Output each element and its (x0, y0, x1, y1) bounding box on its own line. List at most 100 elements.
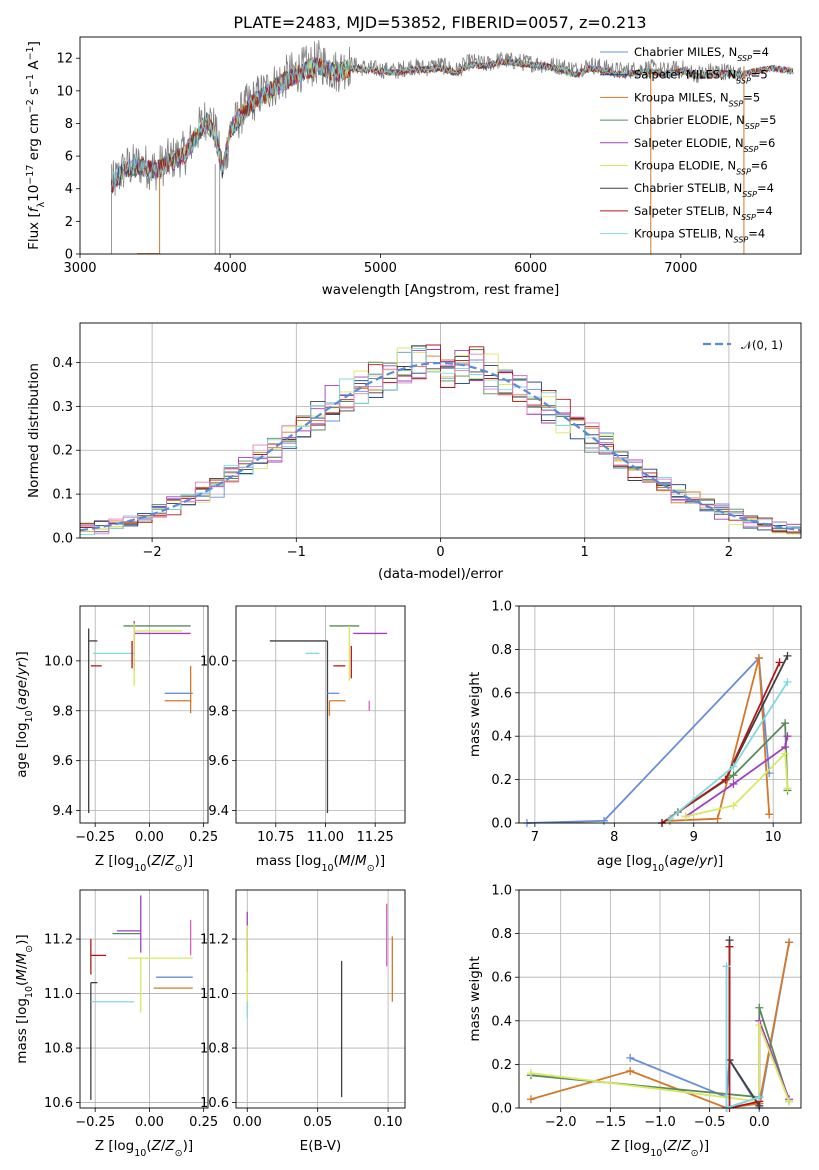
weight-marker (681, 812, 690, 821)
legend-subscript: SSP (734, 235, 749, 244)
y-tick-label: 1.0 (491, 600, 512, 615)
label-part: ⊙ (24, 945, 35, 953)
weight-marker (755, 1093, 764, 1102)
weight-line (685, 736, 789, 818)
weight-marker (729, 779, 738, 788)
weight-line (685, 751, 789, 818)
y-tick-label: 0.4 (491, 1014, 512, 1029)
legend-subscript: SSP (737, 54, 752, 63)
label-part: Flux [ (26, 212, 42, 250)
legend-text: =4 (752, 45, 769, 59)
legend-text: Chabrier STELIB, N (634, 181, 742, 195)
weight-marker (721, 775, 730, 784)
errorbars (246, 903, 393, 1098)
x-axis-label: E(B-V) (300, 1138, 342, 1154)
y-tick-label: 10.6 (44, 1096, 73, 1111)
weight-marker (785, 1097, 794, 1106)
y-tick-label: 9.8 (52, 704, 73, 719)
label-part: M (339, 853, 351, 869)
y-tick-label: 0.4 (52, 356, 73, 371)
x-tick-label: −2.0 (545, 1115, 577, 1130)
y-tick-label: 0.4 (491, 730, 512, 745)
weight-marker (725, 942, 734, 951)
x-tick-label: 9 (690, 830, 698, 845)
label-part: M (355, 853, 367, 869)
label-part: ( (334, 853, 339, 869)
label-part: Z (164, 1138, 175, 1154)
y-tick-label: 0.0 (491, 817, 512, 832)
legend-subscript: SSP (741, 212, 756, 221)
weight-marker (785, 938, 794, 947)
y-tick-label: 0.2 (52, 444, 73, 459)
label-part: ( (662, 1138, 667, 1154)
legend-entry: Chabrier MILES, NSSP=4 (634, 45, 769, 63)
legend-text: Kroupa ELODIE, N (634, 159, 736, 173)
errorbars (269, 625, 388, 814)
y-tick-label: 10.8 (200, 1042, 229, 1057)
legend-subscript: SSP (736, 167, 751, 176)
weight-marker (755, 1021, 764, 1030)
label-part: 10 (652, 863, 664, 874)
panel-age_vs_mass: 10.75 11.00 11.25 9.4 9.6 9.8 10.0 mass [log10(… (200, 605, 406, 874)
y-tick-label: 10.6 (200, 1096, 229, 1111)
legend-text: =4 (756, 204, 773, 218)
y-axis-label: Normed distribution (26, 363, 42, 498)
label-part: s (26, 88, 42, 99)
x-tick-label: −1 (287, 545, 306, 560)
figure-title: PLATE=2483, MJD=53852, FIBERID=0057, z=0… (233, 13, 646, 32)
label-part: mass [log (14, 998, 30, 1064)
errorbar-point (116, 895, 142, 953)
legend-subscript: SSP (729, 99, 744, 108)
x-tick-label: 0.25 (189, 1115, 218, 1130)
y-tick-label: 8 (65, 117, 73, 132)
weight-marker (783, 784, 792, 793)
legend-entry: Chabrier ELODIE, NSSP=5 (634, 113, 776, 131)
weight-marker (626, 1053, 635, 1062)
legend-entry: Chabrier STELIB, NSSP=4 (634, 181, 774, 199)
legend-text: =4 (748, 227, 765, 241)
x-tick-label: 0 (436, 545, 444, 560)
legend-entry: Kroupa STELIB, NSSP=4 (634, 227, 765, 245)
x-tick-label: 5000 (364, 261, 397, 276)
weight-line (669, 657, 771, 822)
errorbar-point (328, 700, 346, 716)
y-tick-label: 11.2 (44, 933, 73, 948)
x-tick-label: −0.5 (694, 1115, 726, 1130)
label-part: 10 (650, 1148, 662, 1159)
weight-marker (775, 658, 784, 667)
panel-mass_vs_EBV: 0.00 0.05 0.10 10.6 10.8 11.0 11.2 E(B-V) (200, 889, 406, 1154)
y-tick-label: 0.2 (491, 1058, 512, 1073)
label-part: )] (713, 853, 724, 869)
y-tick-label: 0.6 (491, 686, 512, 701)
label-part: ⊙ (367, 863, 375, 874)
x-axis-label: mass [log10(M/M⊙)] (256, 853, 385, 874)
x-tick-label: 11.00 (307, 830, 344, 845)
label-part: yr (698, 853, 714, 869)
weight-marker (765, 810, 774, 819)
y-tick-label: 10.0 (200, 654, 229, 669)
label-part: )] (183, 1138, 194, 1154)
label-part: M (14, 969, 30, 981)
label-part: Z (151, 1138, 162, 1154)
x-axis-label: Z [log10(Z/Z⊙)] (95, 1138, 193, 1159)
label-part: erg cm (26, 113, 42, 164)
label-part: Z (164, 853, 175, 869)
spectrum-traces (111, 40, 794, 254)
y-tick-label: 10 (56, 84, 73, 99)
legend-text: =4 (757, 181, 774, 195)
y-tick-label: 1.0 (491, 884, 512, 899)
legend-text: Salpeter ELODIE, N (634, 136, 744, 150)
weight-lines (522, 651, 792, 827)
weight-marker (665, 814, 674, 823)
label-part: Z (667, 1138, 678, 1154)
y-tick-label: 0.0 (52, 532, 73, 547)
label-part: f (26, 205, 42, 212)
label-part: −2 (25, 99, 36, 113)
label-part: Z (680, 1138, 691, 1154)
label-part: Z [log (95, 853, 134, 869)
legend-subscript: SSP (742, 190, 757, 199)
label-part: / (695, 853, 700, 869)
legend-text: =5 (743, 90, 760, 104)
